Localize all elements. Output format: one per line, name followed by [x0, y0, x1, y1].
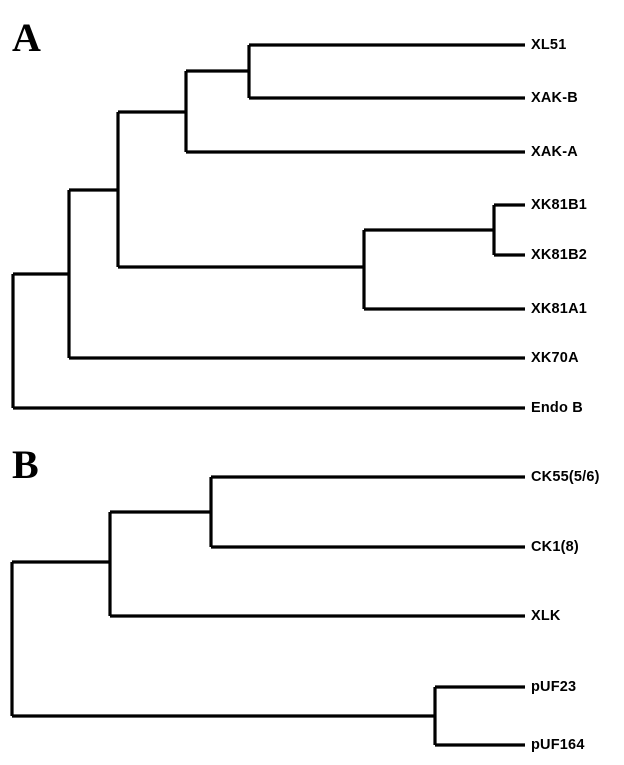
tip-label-XAK-B: XAK-B — [531, 90, 578, 106]
tip-label-pUF164: pUF164 — [531, 737, 585, 753]
tip-label-XLK: XLK — [531, 608, 561, 624]
tip-label-CK1(8): CK1(8) — [531, 539, 579, 555]
tip-label-XK81A1: XK81A1 — [531, 301, 588, 317]
tip-label-CK55(5/6): CK55(5/6) — [531, 469, 600, 485]
tip-label-pUF23: pUF23 — [531, 679, 577, 695]
panel-b-letter: B — [12, 442, 39, 487]
panel-a-tree — [11, 43, 525, 410]
tip-label-Endo B: Endo B — [531, 400, 583, 416]
tip-label-XL51: XL51 — [531, 37, 567, 53]
tip-label-XK81B1: XK81B1 — [531, 197, 588, 213]
panel-a-letter: A — [12, 15, 41, 60]
tip-label-XK81B2: XK81B2 — [531, 247, 588, 263]
tip-label-XK70A: XK70A — [531, 350, 579, 366]
tip-label-XAK-A: XAK-A — [531, 144, 578, 160]
